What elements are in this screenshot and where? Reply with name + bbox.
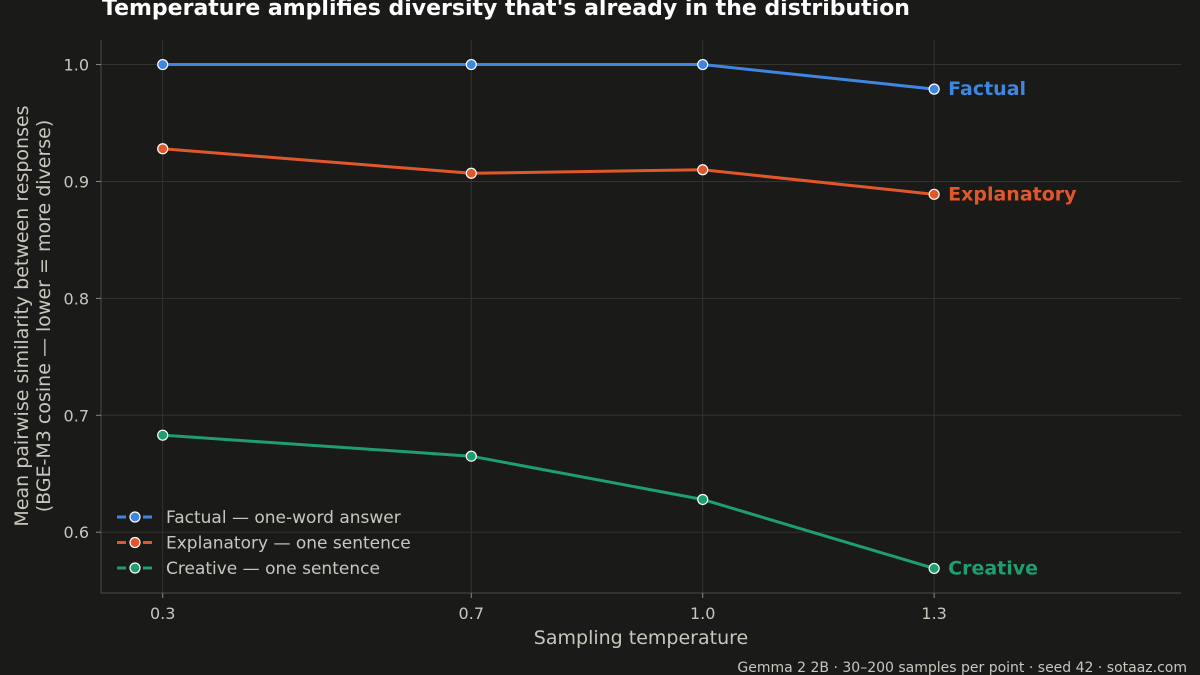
x-tick-label-2: 1.0 — [690, 604, 715, 623]
legend-label-explanatory: Explanatory — one sentence — [166, 534, 411, 554]
x-tick-label-3: 1.3 — [921, 604, 946, 623]
data-point-explanatory-3 — [928, 188, 940, 200]
data-point-factual-1 — [465, 58, 477, 71]
data-point-creative-0 — [157, 429, 169, 441]
data-point-explanatory-1 — [465, 167, 477, 179]
series-line-explanatory — [161, 147, 936, 196]
data-point-creative-2 — [697, 493, 709, 506]
y-tick-label-1: 0.7 — [64, 406, 89, 425]
data-point-explanatory-2 — [697, 164, 709, 176]
legend-swatch-marker-creative — [129, 562, 141, 574]
data-point-explanatory-0 — [157, 143, 169, 155]
data-point-creative-3 — [928, 562, 940, 575]
series-end-label-creative: Creative — [948, 557, 1038, 579]
y-axis-label-line-2: (BGE-M3 cosine — lower = more diverse) — [33, 120, 55, 513]
y-tick-label-0: 0.6 — [64, 523, 89, 542]
series-line-factual — [161, 63, 936, 91]
y-axis-label-line-1: Mean pairwise similarity between respons… — [11, 105, 33, 526]
data-point-factual-3 — [928, 83, 940, 95]
legend-swatch-marker-factual — [129, 511, 141, 523]
y-tick-label-4: 1.0 — [64, 56, 89, 75]
legend-label-factual: Factual — one-word answer — [166, 508, 401, 528]
legend-label-creative: Creative — one sentence — [166, 559, 380, 579]
data-point-factual-0 — [157, 58, 169, 71]
x-tick-label-0: 0.3 — [150, 604, 175, 623]
axes-spines — [100, 40, 1181, 594]
series-end-label-explanatory: Explanatory — [948, 183, 1077, 205]
legend-swatch-marker-explanatory — [129, 536, 141, 549]
x-tick-label-1: 0.7 — [459, 604, 484, 623]
data-point-creative-1 — [465, 450, 477, 462]
series-end-labels: Factual Explanatory Creative — [948, 78, 1077, 579]
x-axis-ticks: 0.3 0.7 1.0 1.3 — [150, 593, 947, 623]
legend: Factual — one-word answer Explanatory — o… — [117, 508, 411, 579]
series-line-creative — [161, 433, 936, 570]
series-end-label-factual: Factual — [948, 78, 1026, 100]
data-point-factual-2 — [697, 58, 709, 71]
y-axis-ticks: 0.6 0.7 0.8 0.9 1.0 — [64, 56, 101, 542]
y-tick-label-2: 0.8 — [64, 289, 89, 308]
x-axis-label: Sampling temperature — [534, 627, 748, 649]
y-tick-label-3: 0.9 — [64, 172, 89, 191]
footnote: Gemma 2 2B · 30–200 samples per point · … — [737, 660, 1187, 675]
series-group — [157, 58, 940, 575]
chart-title: Temperature amplifies diversity that's a… — [102, 0, 910, 21]
